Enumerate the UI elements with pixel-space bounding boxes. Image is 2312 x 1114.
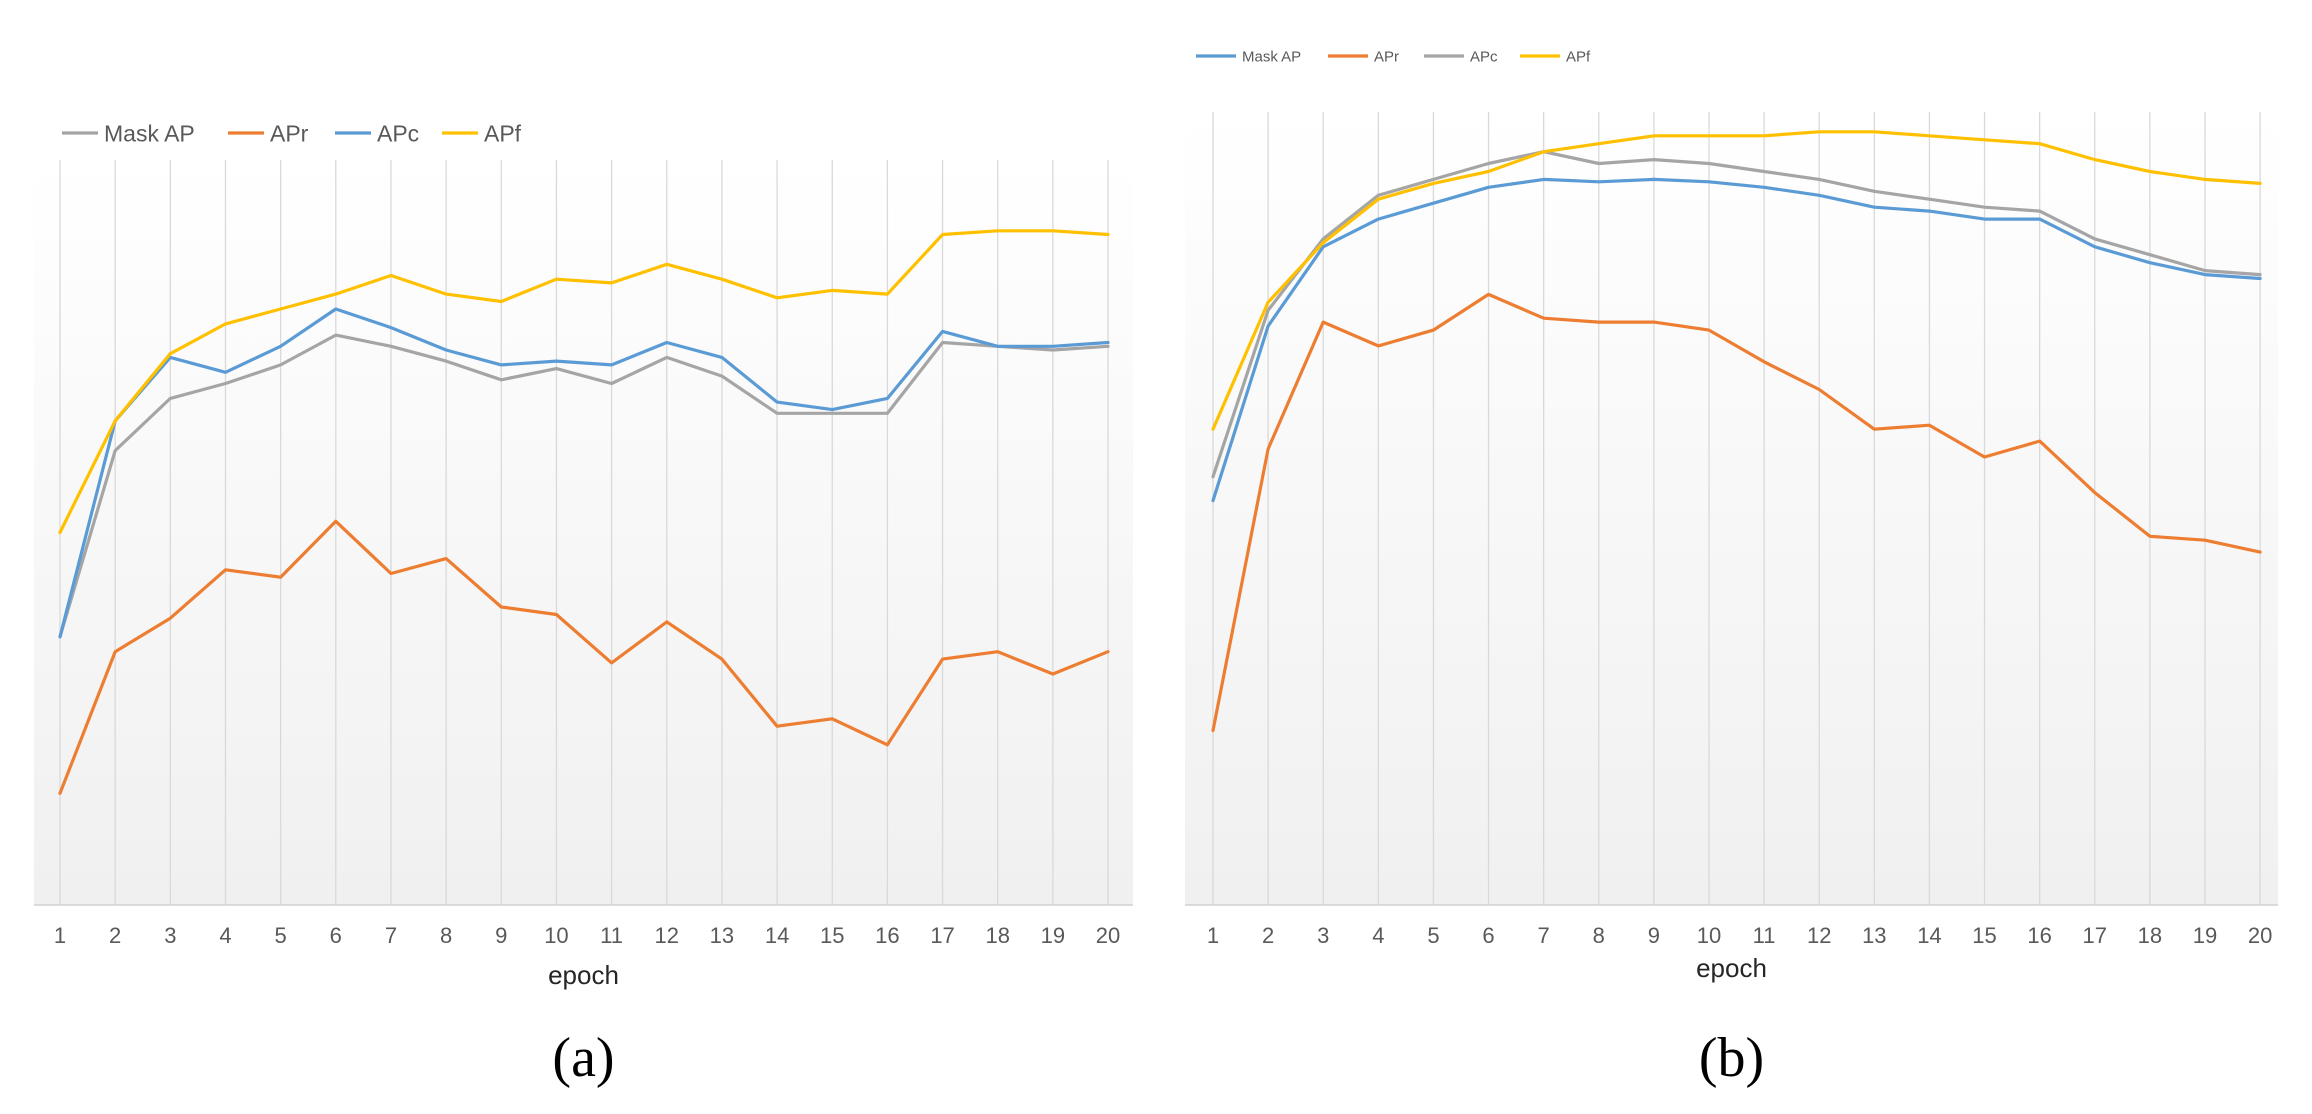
x-tick-label: 14 [765,923,789,948]
x-tick-label: 3 [1317,923,1329,948]
x-tick-label: 18 [985,923,1009,948]
x-tick-label: 14 [1917,923,1941,948]
x-tick-label: 7 [385,923,397,948]
legend-item: Mask AP [62,120,195,146]
series-line-apr [58,519,1110,795]
x-tick-label: 12 [655,923,679,948]
x-tick-label: 1 [54,923,66,948]
x-tick-label: 8 [440,923,452,948]
series-lines [58,229,1110,795]
x-tick-label: 1 [1207,923,1219,948]
legend-label: APc [1470,48,1498,65]
chart-b: 1 2 3 4 5 6 7 8 9 10 11 12 13 14 15 16 17 18 19 20epochMask… [1185,48,2278,1089]
plot-area [34,160,1133,905]
x-tick-label: 2 [109,923,121,948]
legend-label: APf [1566,48,1591,65]
x-tick-label: 16 [875,923,899,948]
legend-item: APc [1424,48,1498,65]
x-tick-label: 11 [1753,923,1776,948]
x-tick-label: 9 [1648,923,1660,948]
x-axis-label: epoch [548,960,619,990]
x-tick-label: 8 [1593,923,1605,948]
x-tick-label: 4 [219,923,231,948]
x-tick-label: 19 [1041,923,1065,948]
x-tick-labels: 1 2 3 4 5 6 7 8 9 10 11 12 13 14 15 16 17 18 19 20 [54,923,1120,948]
x-tick-label: 7 [1538,923,1550,948]
chart-caption: (b) [1699,1027,1764,1089]
series-line-apc [58,307,1110,639]
x-tick-label: 16 [2027,923,2051,948]
x-tick-label: 17 [2083,923,2107,948]
gridlines [1212,112,2261,905]
x-tick-label: 15 [1972,923,1996,948]
chart-a: 1 2 3 4 5 6 7 8 9 10 11 12 13 14 15 16 17 18 19 20epochMask… [34,120,1133,1089]
x-tick-label: 10 [1697,923,1721,948]
series-lines [1211,130,2262,733]
x-tick-label: 17 [930,923,954,948]
x-tick-label: 5 [275,923,287,948]
x-axis-label: epoch [1696,953,1767,983]
legend-label: APr [270,120,309,146]
x-tick-label: 6 [330,923,342,948]
x-tick-label: 18 [2138,923,2162,948]
legend: Mask AP APr APc APf [62,120,522,146]
series-line-apr [1211,292,2262,733]
legend-label: Mask AP [1242,48,1301,65]
legend-item: APr [228,120,309,146]
x-tick-label: 4 [1372,923,1384,948]
x-tick-label: 11 [600,923,623,948]
series-line-apc [1211,150,2262,479]
x-tick-label: 19 [2193,923,2217,948]
x-tick-label: 13 [710,923,734,948]
x-tick-label: 15 [820,923,844,948]
series-line-mask-ap [58,333,1110,639]
legend-item: APf [1520,48,1591,65]
x-tick-label: 6 [1482,923,1494,948]
x-tick-label: 9 [495,923,507,948]
legend-label: Mask AP [104,120,195,146]
legend: Mask AP APr APc APf [1196,48,1591,65]
chart-caption: (a) [552,1027,614,1089]
x-tick-label: 10 [544,923,568,948]
legend-label: APc [377,120,419,146]
series-line-apf [58,229,1110,535]
x-tick-label: 2 [1262,923,1274,948]
legend-label: APf [484,120,522,146]
legend-item: APc [335,120,419,146]
series-line-mask-ap [1211,177,2262,503]
x-tick-label: 20 [1096,923,1120,948]
series-line-apf [1211,130,2262,431]
plot-area [1185,112,2278,905]
x-tick-label: 12 [1807,923,1831,948]
x-tick-labels: 1 2 3 4 5 6 7 8 9 10 11 12 13 14 15 16 17 18 19 20 [1207,923,2272,948]
x-tick-label: 3 [164,923,176,948]
x-tick-label: 5 [1427,923,1439,948]
legend-label: APr [1374,48,1399,65]
legend-item: APf [442,120,522,146]
legend-item: APr [1328,48,1399,65]
legend-item: Mask AP [1196,48,1301,65]
x-tick-label: 20 [2248,923,2272,948]
x-tick-label: 13 [1862,923,1886,948]
